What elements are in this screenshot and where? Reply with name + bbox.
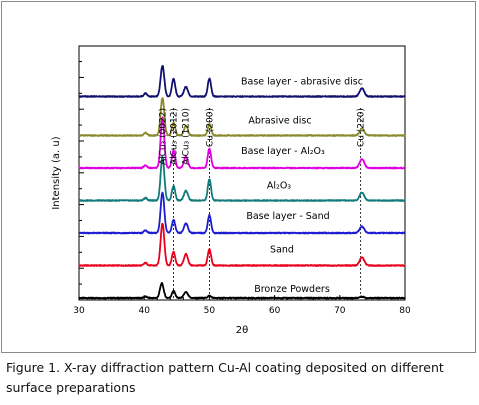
series-label: Base layer - Sand: [246, 211, 329, 222]
series-label: Sand: [270, 245, 294, 256]
series-line: [78, 222, 406, 267]
series-label: Base layer - Al₂O₃: [241, 146, 325, 157]
x-tick-label: 50: [204, 306, 216, 316]
x-tick-label: 30: [73, 306, 85, 316]
series-label: Al₂O₃: [267, 181, 291, 192]
x-axis-label: 2θ: [236, 325, 248, 336]
series-line: [78, 282, 406, 300]
series-line: [78, 65, 406, 98]
peak-label: AlCu₃ (0022): [158, 108, 168, 165]
series-label: Bronze Powders: [254, 284, 330, 295]
x-tick-label: 70: [334, 306, 346, 316]
y-axis-label: Intensity (a. u): [51, 136, 62, 209]
peak-label: AlCu₃ (2012): [170, 108, 180, 165]
series-label: Base layer - abrasive disc: [241, 77, 363, 88]
peak-label: Cu (220): [357, 108, 367, 147]
peak-label: Cu (200): [205, 108, 215, 147]
series-line: [78, 155, 406, 202]
series-label: Abrasive disc: [248, 116, 311, 127]
figure-caption: Figure 1. X-ray diffraction pattern Cu-A…: [6, 360, 444, 395]
xrd-chart: 30 40 50 60 70 80 2θ Intensity (a. u) Bronze Pow…: [51, 45, 411, 336]
peak-label: AlCu₃ (1210): [181, 108, 191, 165]
x-tick-label: 40: [138, 306, 150, 316]
series-line: [78, 97, 406, 137]
x-tick-label: 80: [399, 306, 411, 316]
x-tick-label: 60: [269, 306, 281, 316]
series-line: [78, 116, 406, 170]
figure-frame: 30 40 50 60 70 80 2θ Intensity (a. u) Bronze Pow…: [1, 1, 476, 353]
series-line: [78, 191, 406, 235]
